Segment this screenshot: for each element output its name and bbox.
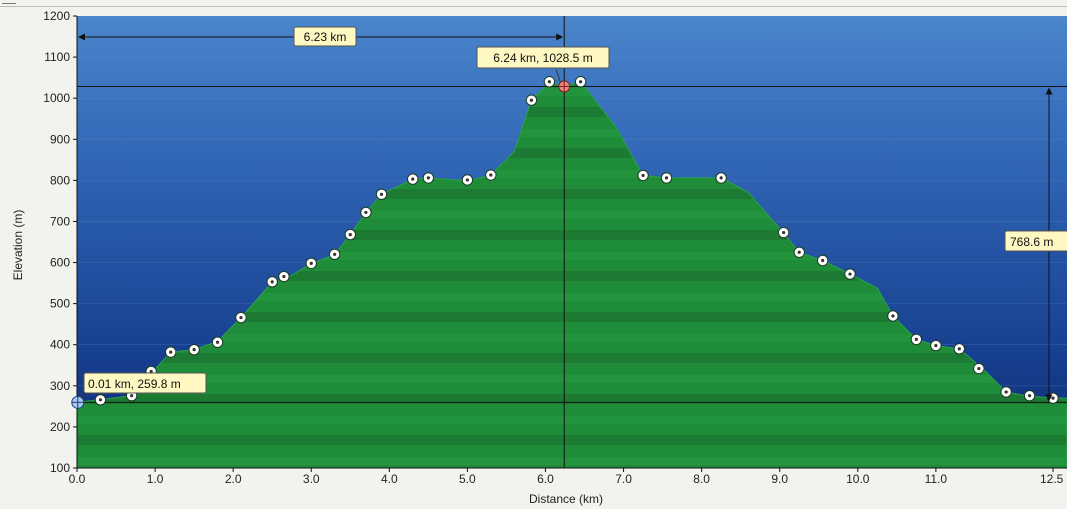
waypoint-center bbox=[411, 177, 415, 181]
elevation-label-box bbox=[1004, 230, 1067, 252]
x-tick-label: 11.0 bbox=[925, 472, 948, 486]
distance-arrow-head-right bbox=[556, 33, 564, 41]
waypoint-center bbox=[130, 394, 134, 398]
waypoint-center bbox=[891, 314, 895, 318]
waypoint-center bbox=[426, 176, 430, 180]
waypoint-center bbox=[1004, 390, 1008, 394]
elevation-arrow-head-bottom bbox=[1045, 394, 1053, 402]
y-tick-label: 100 bbox=[50, 461, 70, 475]
waypoint-center bbox=[98, 398, 103, 402]
cursor-label: 6.24 km, 1028.5 m bbox=[493, 51, 592, 65]
waypoint-center bbox=[282, 274, 286, 279]
y-tick-label: 800 bbox=[50, 173, 70, 187]
x-axis-ticks: 0.0 1.0 2.0 3.0 4.0 5.0 6.0 7.0 8.0 9.0 10.0 11.0 12… bbox=[69, 468, 1064, 486]
waypoint-center bbox=[309, 261, 313, 265]
y-tick-label: 700 bbox=[50, 214, 70, 228]
x-tick-label: 6.0 bbox=[537, 472, 554, 486]
cursor-label-box bbox=[476, 46, 610, 69]
x-tick-label: 2.0 bbox=[225, 472, 242, 486]
window-corner-mark bbox=[2, 3, 16, 4]
y-tick-label: 500 bbox=[50, 297, 70, 311]
y-tick-label: 400 bbox=[50, 338, 70, 352]
annotations: 6.23 km 768.6 m 6.24 km, 1028.5 m 0.01 km, … bbox=[71, 26, 1067, 409]
x-tick-label: 5.0 bbox=[459, 472, 476, 486]
x-tick-label: 1.0 bbox=[147, 472, 164, 486]
waypoint-center bbox=[1051, 396, 1055, 400]
waypoint-center bbox=[641, 173, 645, 178]
waypoint-center bbox=[529, 98, 534, 102]
waypoint-center bbox=[719, 176, 723, 180]
waypoint-center bbox=[977, 366, 981, 371]
x-axis-title: Distance (km) bbox=[529, 492, 603, 506]
waypoint-center bbox=[821, 258, 825, 263]
y-tick-label: 1100 bbox=[44, 50, 70, 64]
y-tick-label: 900 bbox=[50, 132, 70, 146]
waypoint-center bbox=[957, 347, 961, 351]
x-tick-label: 8.0 bbox=[693, 472, 710, 486]
y-tick-label: 300 bbox=[50, 379, 70, 393]
waypoint-center bbox=[1027, 394, 1032, 398]
y-tick-label: 1200 bbox=[43, 9, 70, 23]
x-tick-label: 9.0 bbox=[771, 472, 788, 486]
waypoint-center bbox=[914, 337, 918, 341]
waypoint-center bbox=[149, 369, 153, 374]
waypoint-center bbox=[797, 250, 801, 254]
y-axis-ticks: 100 200 300 400 500 600 700 800 900 1000 1100 1200 bbox=[43, 9, 77, 475]
y-tick-label: 600 bbox=[50, 256, 70, 270]
waypoint-center bbox=[848, 272, 852, 276]
waypoint-center bbox=[364, 210, 368, 215]
start-label-box bbox=[83, 372, 207, 394]
elevation-label: 768.6 m bbox=[1010, 235, 1053, 249]
waypoint-center bbox=[379, 192, 384, 196]
window-top-border bbox=[0, 6, 1067, 7]
waypoint-center bbox=[782, 230, 786, 235]
waypoint-center bbox=[239, 316, 243, 320]
x-tick-label: 3.0 bbox=[303, 472, 320, 486]
waypoint-center bbox=[333, 252, 337, 256]
waypoint-markers bbox=[94, 76, 1059, 406]
waypoint-center bbox=[664, 176, 669, 180]
x-tick-label: 4.0 bbox=[381, 472, 398, 486]
x-tick-label: 7.0 bbox=[615, 472, 632, 486]
waypoint-center bbox=[192, 348, 196, 352]
waypoint-center bbox=[489, 173, 493, 177]
waypoint-center bbox=[348, 233, 352, 237]
elevation-arrow-head-top bbox=[1045, 87, 1053, 95]
cursor-leader-line bbox=[555, 69, 561, 82]
waypoint-center bbox=[465, 178, 469, 182]
waypoint-center bbox=[270, 280, 274, 284]
y-tick-label: 200 bbox=[50, 420, 70, 434]
distance-label: 6.23 km bbox=[304, 30, 347, 44]
start-label: 0.01 km, 259.8 m bbox=[88, 377, 181, 391]
distance-arrow-head-left bbox=[78, 33, 85, 41]
x-tick-label: 0.0 bbox=[69, 472, 86, 486]
waypoint-center bbox=[579, 80, 583, 84]
elevation-area bbox=[77, 81, 1067, 468]
y-tick-label: 1000 bbox=[43, 91, 70, 105]
x-tick-label: 10.0 bbox=[846, 472, 870, 486]
waypoint-center bbox=[215, 340, 220, 344]
distance-label-box bbox=[293, 26, 357, 47]
waypoint-center bbox=[934, 343, 938, 348]
waypoint-center bbox=[169, 350, 173, 354]
x-tick-label: 12.5 bbox=[1040, 472, 1064, 486]
y-axis-title: Elevation (m) bbox=[11, 210, 25, 281]
waypoint-center bbox=[547, 80, 551, 84]
